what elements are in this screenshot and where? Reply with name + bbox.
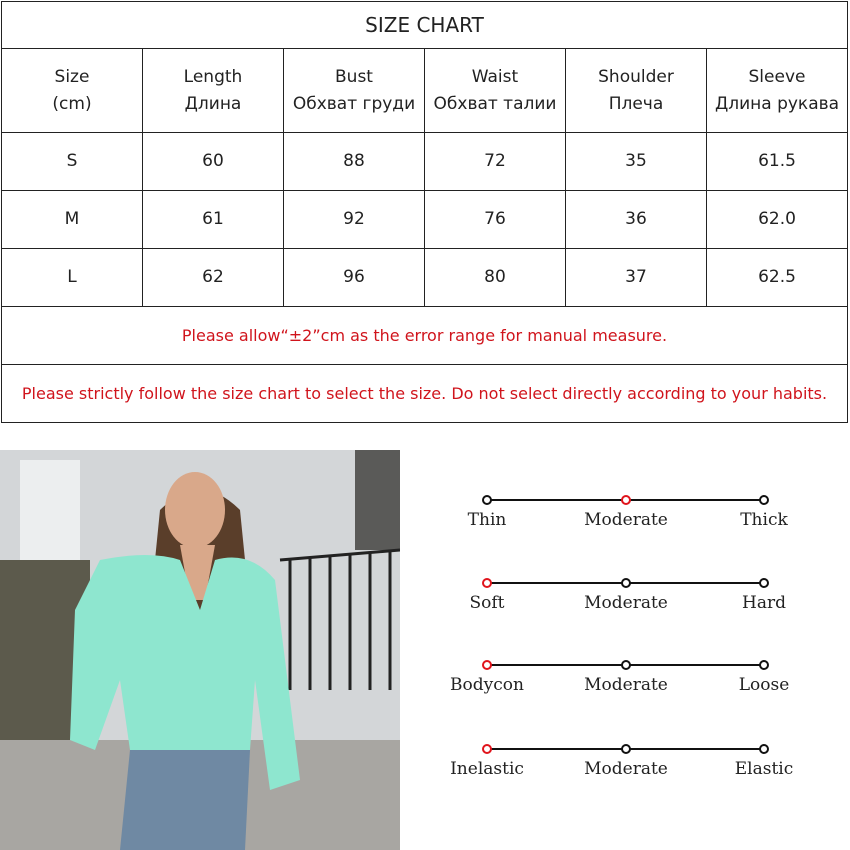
table-row: M 61 92 76 36 62.0 xyxy=(1,190,848,249)
scale-thin-thick: Thin Moderate Thick xyxy=(440,470,820,530)
scale-marker xyxy=(621,660,631,670)
scale-marker xyxy=(759,495,769,505)
header-row: Size (cm) Length Длина Bust Обхват груди Wa… xyxy=(1,48,848,133)
table-row: L 62 96 80 37 62.5 xyxy=(1,248,848,307)
scale-marker xyxy=(759,578,769,588)
selected-marker xyxy=(621,495,631,505)
header-length: Length Длина xyxy=(142,48,284,133)
header-shoulder: Shoulder Плеча xyxy=(565,48,707,133)
cell: 76 xyxy=(424,190,566,249)
follow-chart-note: Please strictly follow the size chart to… xyxy=(1,364,848,423)
header-sleeve: Sleeve Длина рукава xyxy=(706,48,848,133)
scale-marker xyxy=(482,495,492,505)
scale-label: Moderate xyxy=(584,759,668,779)
scale-label: Moderate xyxy=(584,593,668,613)
cell: 35 xyxy=(565,132,707,191)
cell: 37 xyxy=(565,248,707,307)
scale-label: Bodycon xyxy=(450,675,524,695)
scale-label: Soft xyxy=(469,593,505,613)
scale-label: Elastic xyxy=(734,759,794,779)
cell: S xyxy=(1,132,143,191)
cell: L xyxy=(1,248,143,307)
cell: 62 xyxy=(142,248,284,307)
size-chart-table: SIZE CHART Size (cm) Length Длина Bust Обхв… xyxy=(1,1,848,423)
selected-marker xyxy=(482,660,492,670)
cell: M xyxy=(1,190,143,249)
cell: 61 xyxy=(142,190,284,249)
cell: 62.5 xyxy=(706,248,848,307)
header-waist: Waist Обхват талии xyxy=(424,48,566,133)
cell: 92 xyxy=(283,190,425,249)
scale-label: Inelastic xyxy=(450,759,524,779)
scale-label: Moderate xyxy=(584,510,668,530)
scale-label: Hard xyxy=(742,593,786,613)
cell: 80 xyxy=(424,248,566,307)
scale-marker xyxy=(621,744,631,754)
note-row: Please allow“±2”cm as the error range fo… xyxy=(1,306,848,365)
size-chart-title: SIZE CHART xyxy=(1,1,848,49)
scale-label: Thin xyxy=(467,510,507,530)
scale-label: Thick xyxy=(740,510,788,530)
scale-bodycon-loose: Bodycon Moderate Loose xyxy=(440,635,820,695)
selected-marker xyxy=(482,578,492,588)
note-row: Please strictly follow the size chart to… xyxy=(1,364,848,423)
fabric-attribute-scales: Thin Moderate Thick Soft Moderate Hard Bodycon… xyxy=(440,470,820,810)
cell: 62.0 xyxy=(706,190,848,249)
cell: 60 xyxy=(142,132,284,191)
header-bust: Bust Обхват груди xyxy=(283,48,425,133)
scale-soft-hard: Soft Moderate Hard xyxy=(440,553,820,613)
cell: 72 xyxy=(424,132,566,191)
scale-label: Loose xyxy=(738,675,790,695)
table-row: S 60 88 72 35 61.5 xyxy=(1,132,848,191)
cell: 88 xyxy=(283,132,425,191)
scale-marker xyxy=(759,660,769,670)
scale-label: Moderate xyxy=(584,675,668,695)
cell: 61.5 xyxy=(706,132,848,191)
scale-marker xyxy=(621,578,631,588)
header-size: Size (cm) xyxy=(1,48,143,133)
error-range-note: Please allow“±2”cm as the error range fo… xyxy=(1,306,848,365)
selected-marker xyxy=(482,744,492,754)
cell: 36 xyxy=(565,190,707,249)
scale-inelastic-elastic: Inelastic Moderate Elastic xyxy=(440,719,820,779)
product-photo xyxy=(0,450,400,850)
scale-marker xyxy=(759,744,769,754)
cell: 96 xyxy=(283,248,425,307)
